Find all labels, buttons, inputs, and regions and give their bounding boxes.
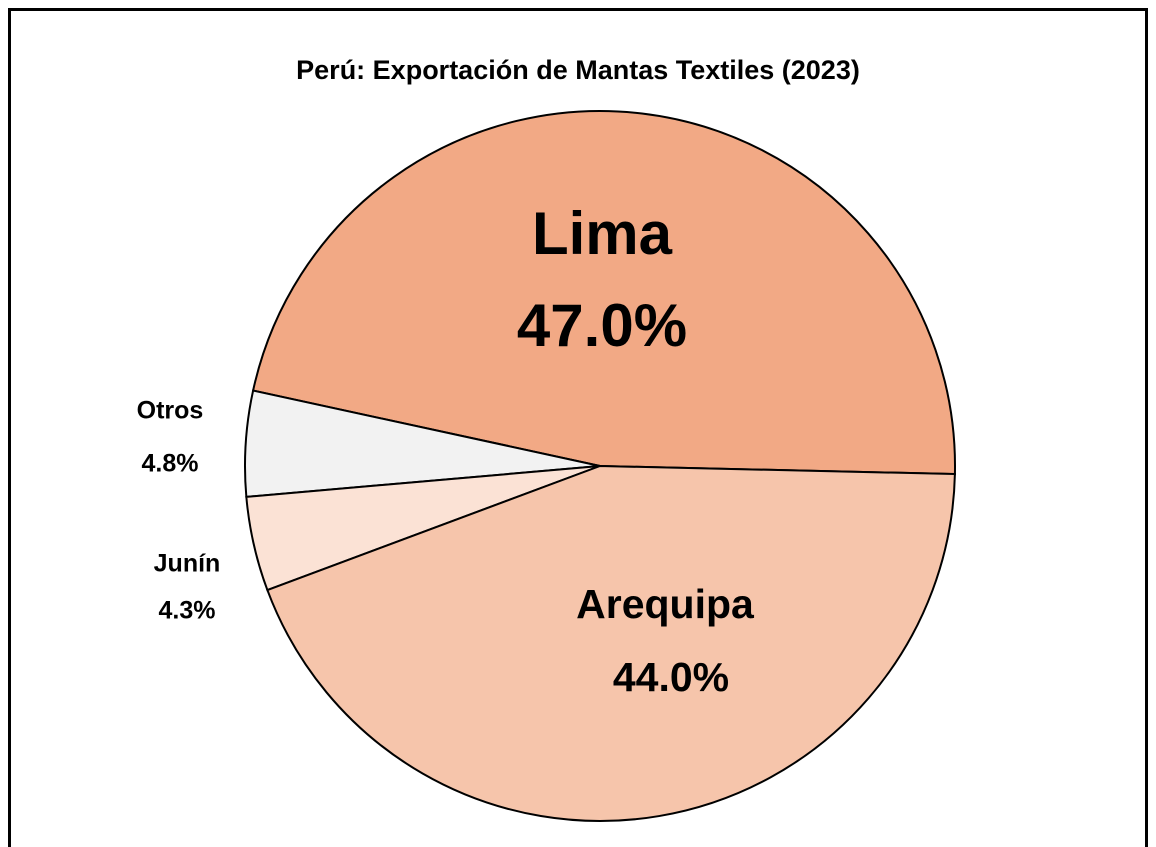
slice-label: Lima (532, 200, 673, 267)
slice-value-label: 47.0% (517, 292, 687, 359)
slice-label: Arequipa (576, 581, 755, 627)
slice-value-label: 4.8% (142, 450, 199, 478)
chart-title: Perú: Exportación de Mantas Textiles (20… (296, 55, 860, 85)
pie-labels: Lima 47.0% Otros 4.8% Junín 4.3% Arequipa 44.0% (137, 200, 755, 700)
pie-slice (251, 110, 956, 476)
slice-value-label: 4.3% (159, 597, 216, 625)
slice-value-label: 44.0% (613, 654, 729, 700)
pie (244, 110, 956, 822)
slice-label: Otros (137, 397, 204, 425)
slice-label: Junín (154, 550, 221, 578)
pie-slice (266, 464, 956, 822)
